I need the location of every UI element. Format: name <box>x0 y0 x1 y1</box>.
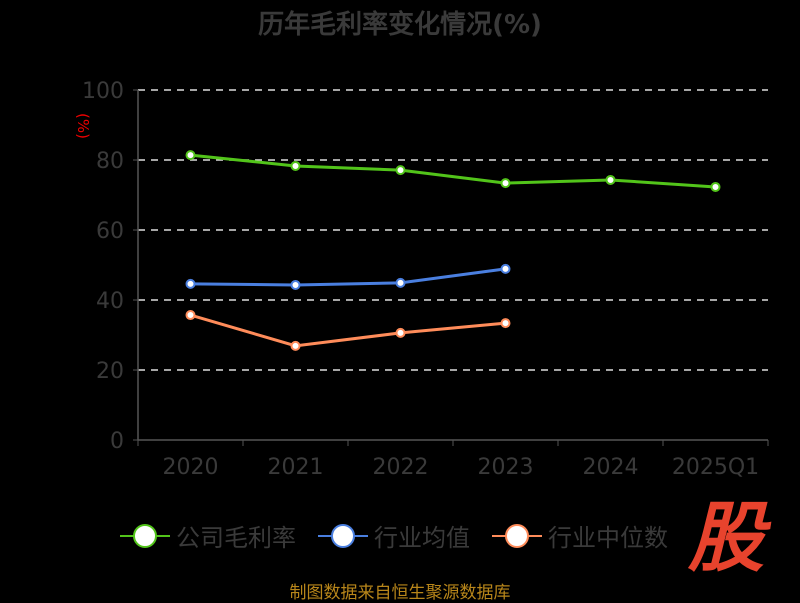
data-point <box>500 318 511 329</box>
y-tick-label: 40 <box>96 289 124 314</box>
data-point <box>185 150 196 161</box>
data-point <box>185 278 196 289</box>
data-point <box>185 310 196 321</box>
x-tick-label: 2020 <box>163 455 219 480</box>
y-tick-label: 60 <box>96 219 124 244</box>
data-point <box>290 279 301 290</box>
data-point <box>395 165 406 176</box>
source-note: 制图数据来自恒生聚源数据库 <box>289 583 511 603</box>
data-point <box>290 160 301 171</box>
legend-item-company[interactable]: 公司毛利率 <box>120 518 296 553</box>
y-tick-label: 80 <box>96 149 124 174</box>
x-tick-label: 2024 <box>583 455 639 480</box>
legend-label: 行业中位数 <box>548 524 668 552</box>
data-point <box>395 277 406 288</box>
legend-label: 公司毛利率 <box>176 524 296 552</box>
legend-label: 行业均值 <box>374 524 470 552</box>
series-line <box>190 267 506 287</box>
legend-marker-icon <box>492 523 542 548</box>
data-point <box>290 340 301 351</box>
x-tick-label: 2021 <box>268 455 324 480</box>
logo: 股 <box>688 493 764 582</box>
data-point <box>605 174 616 185</box>
y-axis-label: (%) <box>74 113 92 139</box>
x-tick-label: 2025Q1 <box>672 455 759 480</box>
x-tick-label: 2022 <box>373 455 429 480</box>
series-line <box>190 153 716 189</box>
data-point <box>395 327 406 338</box>
data-point <box>500 178 511 189</box>
series-line <box>190 313 506 348</box>
y-tick-label: 20 <box>96 359 124 384</box>
x-tick-label: 2023 <box>478 455 534 480</box>
data-point <box>500 263 511 274</box>
y-tick-label: 0 <box>110 429 124 454</box>
legend-marker-icon <box>120 523 170 548</box>
legend-item-industry-median[interactable]: 行业中位数 <box>492 518 668 553</box>
legend: 公司毛利率 行业均值 行业中位数 <box>120 518 690 553</box>
chart-title: 历年毛利率变化情况(%) <box>258 10 542 40</box>
data-point <box>710 181 721 192</box>
y-tick-label: 100 <box>82 79 124 104</box>
legend-marker-icon <box>318 523 368 548</box>
legend-item-industry-mean[interactable]: 行业均值 <box>318 518 470 553</box>
